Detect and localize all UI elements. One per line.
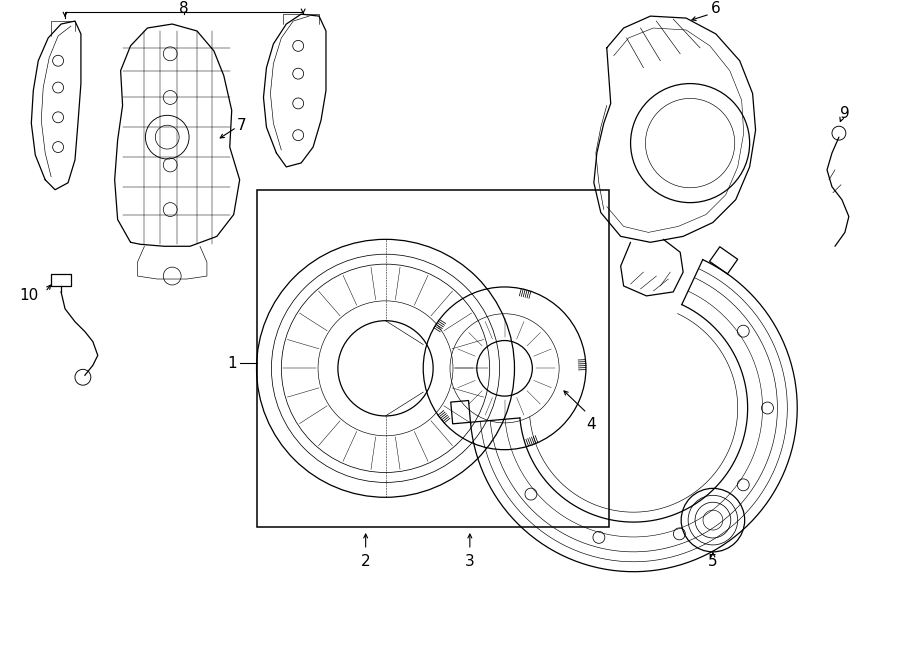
Bar: [256, 190, 608, 527]
Text: 6: 6: [711, 1, 721, 16]
Text: 9: 9: [840, 106, 850, 121]
Text: 10: 10: [19, 288, 39, 303]
Text: 7: 7: [237, 118, 247, 133]
Text: 4: 4: [586, 417, 596, 432]
Text: 8: 8: [179, 1, 189, 16]
Text: 1: 1: [227, 356, 237, 371]
Text: 2: 2: [361, 555, 371, 569]
Text: 3: 3: [465, 555, 474, 569]
Text: 5: 5: [708, 555, 717, 569]
